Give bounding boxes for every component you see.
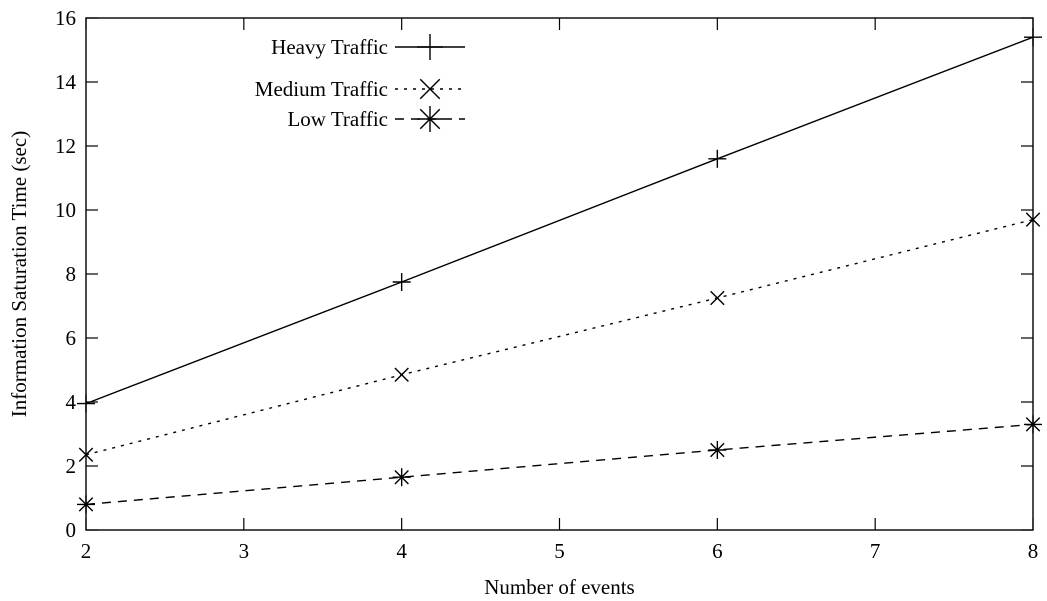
data-point [394, 367, 409, 383]
y-tick-label: 16 [55, 6, 76, 30]
y-axis-title: Information Saturation Time (sec) [7, 131, 31, 417]
y-tick-label: 8 [66, 262, 77, 286]
data-point [708, 149, 727, 168]
x-tick-label: 6 [712, 539, 723, 563]
x-tick-label: 2 [81, 539, 92, 563]
x-tick-label: 7 [870, 539, 881, 563]
data-point [392, 273, 411, 291]
y-tick-label: 4 [66, 390, 77, 414]
legend-label: Heavy Traffic [271, 35, 388, 59]
data-point [78, 447, 94, 463]
legend-marker [419, 78, 441, 100]
series-line [85, 423, 1034, 506]
series-heavy-traffic [77, 28, 1042, 413]
data-point [1024, 415, 1042, 434]
plot-frame [85, 17, 1034, 531]
legend: Heavy Traffic Medium Traffic Low Traffic [255, 34, 465, 132]
legend-entry: Heavy Traffic [271, 34, 465, 60]
x-axis-ticks: 2 3 4 5 6 7 8 [81, 18, 1039, 563]
plot-border [85, 17, 1034, 531]
x-tick-label: 8 [1028, 539, 1039, 563]
series-medium-traffic [78, 212, 1041, 463]
series-low-traffic [77, 415, 1042, 514]
series-line [85, 36, 1034, 405]
series-layer [77, 28, 1042, 514]
data-point [710, 290, 725, 306]
data-point [77, 394, 95, 413]
x-tick-label: 4 [396, 539, 407, 563]
y-tick-label: 2 [66, 454, 77, 478]
data-point [1025, 212, 1041, 227]
x-tick-label: 3 [239, 539, 250, 563]
y-axis-ticks: 0 2 4 6 8 10 12 14 16 [55, 6, 1033, 542]
legend-label: Medium Traffic [255, 77, 388, 101]
data-point [708, 441, 727, 459]
series-line [85, 218, 1034, 456]
data-point [77, 495, 95, 514]
x-tick-label: 5 [554, 539, 565, 563]
y-tick-label: 0 [66, 518, 77, 542]
legend-marker [417, 106, 443, 132]
x-axis-title: Number of events [484, 575, 634, 599]
y-tick-label: 12 [55, 134, 76, 158]
data-point [392, 468, 411, 487]
y-tick-label: 10 [55, 198, 76, 222]
y-tick-label: 14 [55, 70, 77, 94]
y-tick-label: 6 [66, 326, 77, 350]
legend-label: Low Traffic [287, 107, 388, 131]
legend-entry: Medium Traffic [255, 77, 465, 101]
legend-entry: Low Traffic [287, 106, 465, 132]
legend-marker [417, 34, 443, 60]
data-point [1024, 28, 1042, 47]
